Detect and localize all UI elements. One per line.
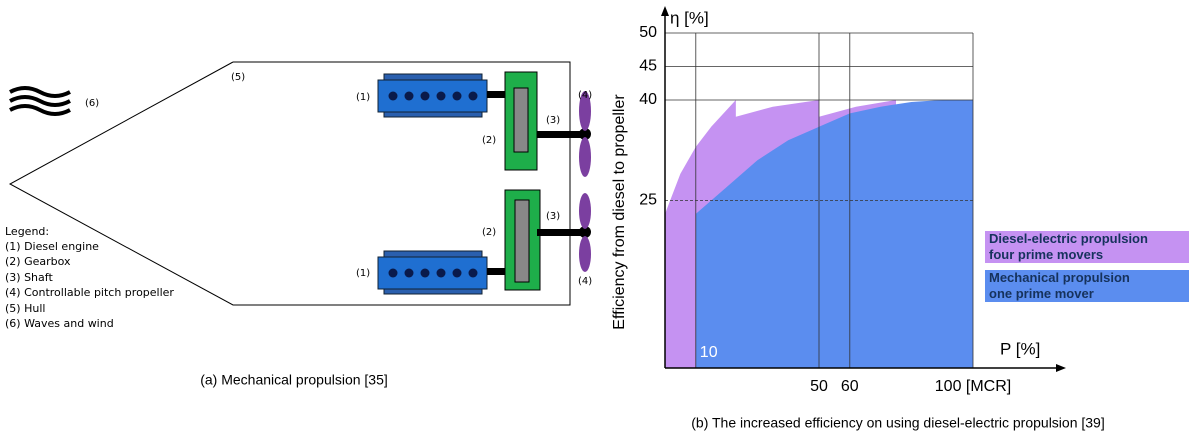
caption: (a) Mechanical propulsion [35]	[200, 372, 388, 388]
x-label: P [%]	[1000, 339, 1040, 358]
legend-item: (6) Waves and wind	[5, 317, 114, 330]
shaft	[537, 229, 585, 236]
propeller	[579, 91, 591, 131]
x-axis-arrow	[1056, 364, 1066, 372]
shaft	[537, 131, 585, 138]
label: (1)	[356, 92, 370, 103]
y-tick-label: 40	[639, 91, 657, 108]
label: (6)	[85, 98, 99, 109]
y-axis-arrow	[661, 6, 669, 16]
caption: (b) The increased efficiency on using di…	[691, 415, 1105, 431]
waves	[9, 86, 71, 116]
x-tick-label: 60	[841, 378, 859, 395]
label: (4)	[578, 90, 592, 101]
legend-entry: Mechanical propulsion one prime mover	[985, 270, 1189, 302]
legend-item: (2) Gearbox	[5, 255, 71, 268]
label: (3)	[546, 115, 560, 126]
x-tick-label: 10	[700, 344, 718, 361]
label: (4)	[578, 276, 592, 287]
y-tick-label: 50	[639, 24, 657, 41]
label: (5)	[231, 72, 245, 83]
propeller	[579, 193, 591, 229]
legend-item: (3) Shaft	[5, 271, 53, 284]
label: (1)	[356, 268, 370, 279]
efficiency-chart: (b) The increased efficiency on using di…	[611, 6, 1105, 431]
area	[695, 100, 973, 368]
y-label: η [%]	[670, 8, 709, 27]
legend-title: Legend:	[5, 225, 49, 238]
y-tick-label: 45	[639, 58, 657, 75]
label: (3)	[546, 211, 560, 222]
y-tick-label: 25	[639, 192, 657, 209]
x-tick-label: 100 [MCR]	[935, 378, 1011, 395]
legend-item: (5) Hull	[5, 302, 45, 315]
label: (2)	[482, 135, 496, 146]
top-drivetrain	[377, 71, 591, 177]
legend-item: (1) Diesel engine	[5, 240, 99, 253]
legend-item: (4) Controllable pitch propeller	[5, 286, 174, 299]
bottom-drivetrain	[377, 189, 591, 295]
hull	[8, 61, 571, 306]
legend-entry: Diesel-electric propulsion four prime mo…	[985, 231, 1189, 263]
y-axis-title: Efficiency from diesel to propeller	[611, 94, 628, 330]
mechanical-diagram: (5) (6) (1) (2) (3) (4) (1) (2) (3) (4) …	[5, 61, 592, 388]
label: (2)	[482, 227, 496, 238]
engine-top	[383, 73, 483, 81]
x-tick-label: 50	[810, 378, 828, 395]
